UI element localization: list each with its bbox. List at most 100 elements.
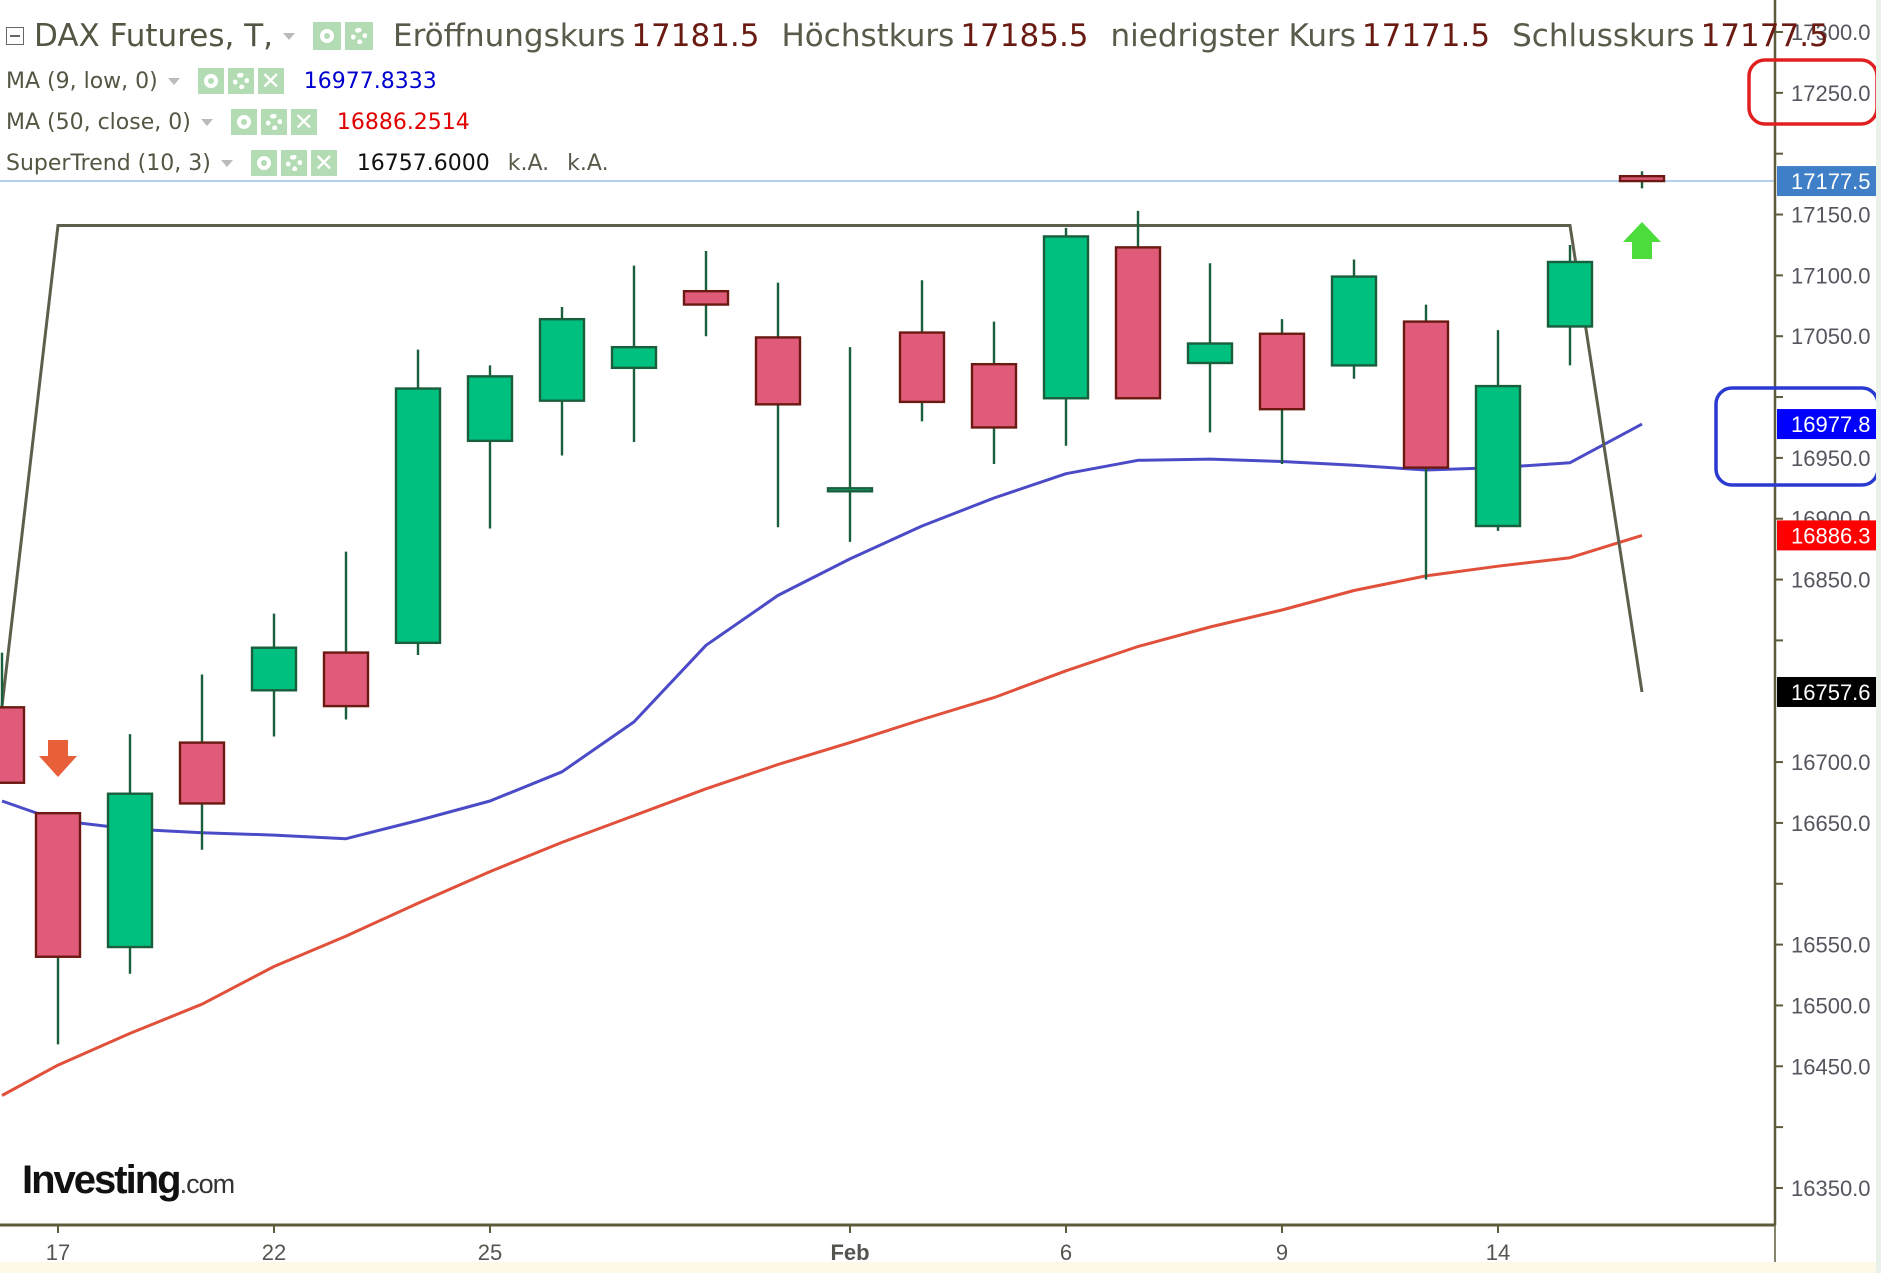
y-tick-label: 17250.0 bbox=[1791, 81, 1871, 106]
candle-down[interactable] bbox=[34, 811, 82, 958]
y-tick-label: 17050.0 bbox=[1791, 324, 1871, 349]
y-tick-label: 17150.0 bbox=[1791, 203, 1871, 228]
chevron-down-icon[interactable] bbox=[167, 77, 180, 85]
x-tick-label: 17 bbox=[46, 1240, 70, 1265]
y-tick-label: 16550.0 bbox=[1791, 933, 1871, 958]
eye-icon[interactable] bbox=[250, 150, 277, 176]
candle-up[interactable] bbox=[826, 487, 874, 493]
y-tick-label: 16650.0 bbox=[1791, 811, 1871, 836]
candle-down[interactable] bbox=[682, 289, 730, 306]
low-label: niedrigster Kurs bbox=[1110, 18, 1356, 54]
y-tick-label: 17300.0 bbox=[1791, 20, 1871, 45]
eye-icon[interactable] bbox=[313, 22, 341, 50]
x-tick-label: Feb bbox=[830, 1240, 869, 1265]
candle-up[interactable] bbox=[1330, 275, 1378, 367]
candle-down[interactable] bbox=[178, 741, 226, 805]
right-strip bbox=[1876, 0, 1881, 1273]
candle-down[interactable] bbox=[322, 651, 370, 708]
price-label: 16977.8 bbox=[1791, 412, 1871, 437]
gear-icon[interactable] bbox=[280, 150, 307, 176]
gear-icon[interactable] bbox=[227, 68, 254, 94]
x-tick-label: 6 bbox=[1060, 1240, 1072, 1265]
candle-down[interactable] bbox=[1258, 332, 1306, 411]
price-label: 16757.6 bbox=[1791, 680, 1871, 705]
y-tick-label: 16450.0 bbox=[1791, 1054, 1871, 1079]
candle-down[interactable] bbox=[754, 336, 802, 406]
price-label-bg bbox=[1777, 166, 1876, 197]
close-icon[interactable]: ✕ bbox=[310, 150, 337, 176]
supertrend-legend-row: SuperTrend (10, 3) ✕ 16757.6000 k.A. k.A… bbox=[6, 150, 627, 176]
collapse-legend-icon[interactable] bbox=[6, 27, 24, 45]
y-tick-label: 17100.0 bbox=[1791, 263, 1871, 288]
symbol-title[interactable]: DAX Futures, T, bbox=[34, 18, 273, 54]
bottom-strip bbox=[0, 1262, 1881, 1273]
x-tick-label: 25 bbox=[478, 1240, 502, 1265]
x-tick-label: 22 bbox=[262, 1240, 286, 1265]
logo-tld: .com bbox=[179, 1169, 236, 1199]
supertrend-extra-2: k.A. bbox=[567, 150, 609, 176]
candle-up[interactable] bbox=[250, 646, 298, 692]
supertrend-label[interactable]: SuperTrend (10, 3) bbox=[6, 150, 211, 176]
open-value: 17181.5 bbox=[631, 18, 760, 54]
candle-down[interactable] bbox=[1114, 246, 1162, 400]
y-tick-label: 16500.0 bbox=[1791, 993, 1871, 1018]
y-tick-label: 16850.0 bbox=[1791, 568, 1871, 593]
ma9-value: 16977.8333 bbox=[303, 68, 437, 94]
candle-up[interactable] bbox=[1546, 260, 1594, 328]
candle-down[interactable] bbox=[1618, 174, 1666, 183]
close-icon[interactable]: ✕ bbox=[290, 109, 317, 135]
investing-logo: Investing .com bbox=[22, 1158, 236, 1203]
ma50-legend-row: MA (50, close, 0) ✕ 16886.2514 bbox=[6, 109, 470, 135]
ma9-legend-row: MA (9, low, 0) ✕ 16977.8333 bbox=[6, 68, 437, 94]
candle-down[interactable] bbox=[970, 362, 1018, 429]
price-label: 17177.5 bbox=[1791, 169, 1871, 194]
high-value: 17185.5 bbox=[960, 18, 1089, 54]
y-tick-label: 16950.0 bbox=[1791, 446, 1871, 471]
chevron-down-icon[interactable] bbox=[200, 118, 213, 126]
supertrend-value: 16757.6000 bbox=[356, 150, 490, 176]
candle-up[interactable] bbox=[106, 792, 154, 949]
logo-brand: Investing bbox=[22, 1158, 182, 1202]
price-label-bg bbox=[1777, 676, 1876, 707]
price-label-bg bbox=[1777, 520, 1876, 551]
eye-icon[interactable] bbox=[230, 109, 257, 135]
candle-up[interactable] bbox=[394, 387, 442, 645]
close-icon[interactable]: ✕ bbox=[257, 68, 284, 94]
eye-icon[interactable] bbox=[197, 68, 224, 94]
sell-arrow-icon bbox=[39, 740, 77, 777]
candle-up[interactable] bbox=[610, 345, 658, 370]
price-label-bg bbox=[1777, 409, 1876, 440]
gear-icon[interactable] bbox=[345, 22, 373, 50]
price-label: 16886.3 bbox=[1791, 523, 1871, 548]
gear-icon[interactable] bbox=[260, 109, 287, 135]
x-tick-label: 9 bbox=[1276, 1240, 1288, 1265]
candle-up[interactable] bbox=[538, 317, 586, 402]
ma50-value: 16886.2514 bbox=[336, 109, 470, 135]
close-label: Schlusskurs bbox=[1512, 18, 1695, 54]
ma9-label[interactable]: MA (9, low, 0) bbox=[6, 68, 158, 94]
candle-down[interactable] bbox=[898, 331, 946, 404]
candle-up[interactable] bbox=[1042, 235, 1090, 400]
legend: DAX Futures, T, Eröffnungskurs 17181.5 H… bbox=[0, 0, 1829, 180]
close-value: 17177.5 bbox=[1700, 18, 1829, 54]
candle-down[interactable] bbox=[0, 706, 26, 784]
open-label: Eröffnungskurs bbox=[393, 18, 626, 54]
candle-up[interactable] bbox=[1474, 384, 1522, 528]
supertrend-line bbox=[0, 224, 1644, 707]
low-value: 17171.5 bbox=[1361, 18, 1491, 54]
symbol-legend-row: DAX Futures, T, Eröffnungskurs 17181.5 H… bbox=[6, 18, 1851, 54]
x-tick-label: 14 bbox=[1486, 1240, 1510, 1265]
candle-down[interactable] bbox=[1402, 320, 1450, 469]
ma50-label[interactable]: MA (50, close, 0) bbox=[6, 109, 191, 135]
chevron-down-icon[interactable] bbox=[220, 159, 233, 167]
y-tick-label: 16700.0 bbox=[1791, 750, 1871, 775]
buy-arrow-icon bbox=[1623, 222, 1661, 259]
ma9-line bbox=[1, 422, 1643, 841]
ma50-line bbox=[1, 533, 1643, 1097]
chevron-down-icon[interactable] bbox=[283, 32, 295, 40]
candle-up[interactable] bbox=[466, 375, 514, 443]
high-label: Höchstkurs bbox=[781, 18, 955, 54]
candle-up[interactable] bbox=[1186, 342, 1234, 365]
